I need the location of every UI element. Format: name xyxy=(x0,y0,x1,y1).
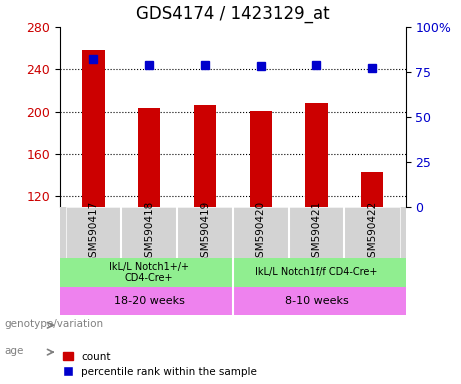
Bar xyxy=(249,111,272,207)
Text: IkL/L Notch1+/+
CD4-Cre+: IkL/L Notch1+/+ CD4-Cre+ xyxy=(109,262,189,283)
Bar xyxy=(138,108,160,207)
Text: age: age xyxy=(5,346,24,356)
Text: GSM590420: GSM590420 xyxy=(256,201,266,264)
Bar xyxy=(82,50,105,207)
Text: GSM590419: GSM590419 xyxy=(200,201,210,264)
FancyBboxPatch shape xyxy=(233,207,289,258)
Text: IkL/L Notch1f/f CD4-Cre+: IkL/L Notch1f/f CD4-Cre+ xyxy=(255,267,378,278)
FancyBboxPatch shape xyxy=(344,207,400,258)
Legend: count, percentile rank within the sample: count, percentile rank within the sample xyxy=(60,349,260,379)
Title: GDS4174 / 1423129_at: GDS4174 / 1423129_at xyxy=(136,5,330,23)
Text: genotype/variation: genotype/variation xyxy=(5,319,104,329)
Text: GSM590422: GSM590422 xyxy=(367,201,377,264)
Text: GSM590417: GSM590417 xyxy=(89,201,98,264)
Bar xyxy=(305,103,328,207)
Bar xyxy=(194,105,216,207)
Bar xyxy=(361,172,384,207)
Text: 8-10 weeks: 8-10 weeks xyxy=(284,296,349,306)
FancyBboxPatch shape xyxy=(177,207,233,258)
Text: GSM590418: GSM590418 xyxy=(144,201,154,264)
FancyBboxPatch shape xyxy=(289,207,344,258)
Text: GSM590421: GSM590421 xyxy=(312,201,321,264)
FancyBboxPatch shape xyxy=(65,207,121,258)
Text: 18-20 weeks: 18-20 weeks xyxy=(114,296,184,306)
FancyBboxPatch shape xyxy=(121,207,177,258)
